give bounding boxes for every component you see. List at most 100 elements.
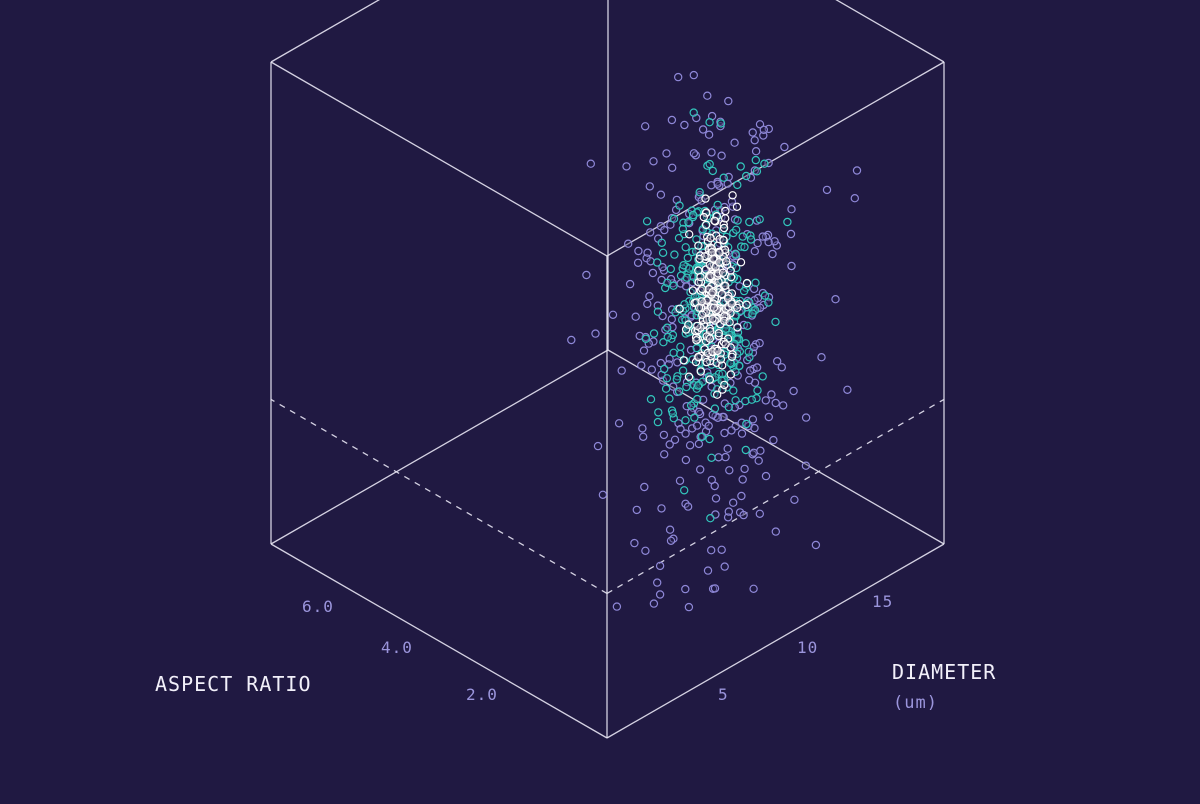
data-point: [694, 439, 704, 449]
data-point: [681, 282, 691, 291]
data-point: [760, 291, 770, 300]
data-point: [701, 194, 710, 203]
data-point: [723, 179, 732, 188]
data-point: [674, 387, 684, 396]
data-point: [745, 376, 754, 385]
data-point: [737, 429, 747, 438]
data-point: [722, 257, 731, 266]
data-point: [790, 495, 799, 504]
data-point: [704, 421, 713, 431]
data-point: [690, 413, 699, 422]
data-point: [697, 432, 707, 442]
data-point: [689, 210, 698, 220]
data-point: [742, 419, 751, 429]
data-point: [617, 366, 626, 375]
data-point: [707, 453, 716, 462]
data-point: [719, 223, 729, 233]
data-point: [727, 197, 737, 206]
data-point: [750, 246, 760, 256]
data-point: [787, 204, 796, 214]
data-point: [764, 237, 773, 247]
data-point: [738, 232, 747, 241]
data-point: [646, 395, 656, 404]
data-point: [714, 453, 723, 462]
data-point: [755, 509, 765, 518]
data-point: [633, 258, 643, 267]
data-point: [717, 151, 726, 160]
box-edge: [270, 61, 608, 257]
data-point: [715, 248, 724, 257]
data-point: [737, 491, 746, 501]
data-point: [714, 258, 724, 267]
data-point: [648, 268, 658, 278]
data-point: [756, 446, 765, 455]
data-point: [660, 450, 669, 459]
data-point: [693, 394, 702, 404]
data-point: [767, 390, 776, 399]
data-point: [729, 498, 738, 507]
data-point: [731, 367, 740, 376]
data-point: [764, 412, 774, 422]
data-point: [681, 455, 691, 465]
data-point: [739, 510, 748, 520]
data-point: [755, 120, 765, 129]
data-point: [598, 490, 608, 499]
data-point: [643, 299, 652, 309]
data-point: [703, 91, 712, 100]
data-point: [639, 346, 649, 355]
data-point: [679, 356, 688, 365]
data-point: [753, 386, 762, 395]
data-point: [706, 514, 715, 523]
data-point: [669, 348, 678, 357]
data-point: [696, 465, 705, 474]
data-point: [779, 401, 788, 410]
data-point: [719, 173, 728, 182]
data-point: [711, 494, 721, 503]
data-point: [717, 545, 726, 555]
data-point: [625, 279, 635, 289]
data-point: [716, 355, 726, 364]
data-point: [735, 361, 744, 370]
data-point: [632, 505, 642, 515]
box-edge: [607, 349, 945, 545]
data-point: [698, 284, 707, 294]
data-point: [684, 602, 694, 612]
data-point: [675, 201, 684, 210]
data-point: [593, 441, 603, 451]
data-point: [753, 238, 762, 248]
data-point: [704, 130, 714, 139]
data-point: [721, 214, 730, 223]
data-point: [702, 208, 711, 217]
data-point: [665, 394, 674, 403]
data-point: [733, 180, 742, 190]
data-point: [745, 366, 755, 375]
data-point: [705, 159, 714, 169]
data-point: [693, 381, 703, 390]
data-point: [752, 363, 762, 372]
data-point: [719, 235, 728, 245]
data-point: [614, 419, 624, 428]
data-point: [744, 347, 753, 356]
data-point: [694, 241, 703, 250]
data-point: [676, 424, 685, 434]
box-edge: [606, 543, 945, 739]
data-point: [694, 407, 704, 417]
data-point: [622, 162, 631, 171]
data-point: [710, 216, 719, 225]
data-point: [646, 257, 655, 266]
data-point: [742, 278, 752, 288]
data-point: [741, 445, 751, 455]
data-point: [666, 536, 676, 546]
data-point: [707, 475, 717, 485]
data-point: [736, 162, 745, 171]
data-point: [630, 538, 639, 548]
data-point: [741, 396, 750, 406]
data-point: [786, 229, 796, 239]
data-point: [624, 239, 633, 248]
data-point: [720, 562, 729, 571]
box-edge: [270, 543, 608, 739]
data-point: [718, 361, 727, 370]
data-point: [726, 370, 736, 379]
data-point: [706, 233, 715, 243]
data-point: [749, 584, 758, 594]
